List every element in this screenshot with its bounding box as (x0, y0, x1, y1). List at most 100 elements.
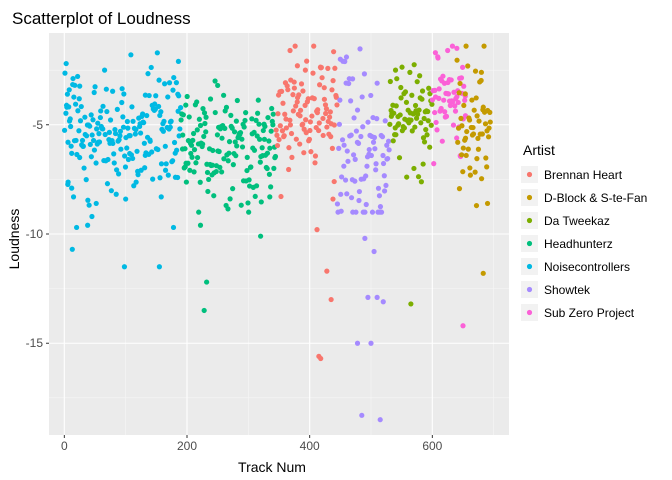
data-point (300, 121, 306, 127)
data-point (461, 83, 467, 89)
data-point (115, 171, 122, 177)
data-point (348, 98, 354, 104)
data-point (132, 131, 138, 137)
data-point (356, 197, 362, 204)
data-point (449, 43, 456, 49)
data-point (307, 119, 313, 125)
data-point (231, 129, 238, 135)
data-point (87, 141, 93, 148)
data-point (65, 179, 71, 185)
data-point (285, 87, 291, 93)
data-point (480, 104, 486, 110)
data-point (189, 154, 195, 160)
data-point (183, 102, 189, 108)
data-point (171, 74, 177, 81)
data-point (427, 144, 433, 150)
data-point (469, 97, 475, 103)
data-point (134, 148, 140, 154)
data-point (156, 103, 162, 110)
data-point (167, 124, 173, 130)
data-point (423, 127, 429, 133)
data-point (355, 140, 362, 146)
data-point (465, 146, 471, 152)
data-point (426, 85, 432, 91)
data-point (118, 146, 124, 152)
data-point (323, 110, 329, 117)
data-point (96, 131, 102, 137)
data-point (298, 81, 305, 87)
data-point (397, 112, 403, 118)
data-point (258, 233, 264, 239)
data-point (383, 182, 389, 189)
data-point (380, 299, 386, 305)
data-point (213, 168, 219, 175)
data-point (227, 196, 233, 202)
data-point (177, 126, 183, 132)
data-point (350, 76, 356, 82)
data-point (339, 174, 345, 180)
data-point (155, 146, 161, 153)
y-tick-label: -10 (26, 227, 44, 241)
data-point (156, 264, 162, 270)
data-point (432, 50, 438, 56)
data-point (373, 161, 379, 167)
chart-title: Scatterplot of Loudness (12, 9, 191, 28)
data-point (219, 169, 225, 175)
data-point (251, 147, 258, 153)
data-point (201, 110, 208, 116)
data-point (193, 160, 199, 166)
data-point (215, 82, 221, 89)
data-point (106, 129, 112, 135)
data-point (360, 124, 366, 130)
data-point (104, 108, 110, 115)
data-point (352, 178, 358, 184)
data-point (276, 136, 282, 143)
data-point (297, 113, 303, 119)
data-point (420, 135, 427, 141)
data-point (197, 222, 204, 228)
data-point (66, 87, 72, 93)
data-point (267, 145, 273, 151)
data-point (61, 127, 68, 133)
data-point (458, 75, 465, 81)
data-point (438, 105, 444, 112)
data-point (372, 146, 378, 152)
data-point (170, 224, 177, 231)
data-point (127, 132, 133, 139)
data-point (454, 45, 460, 51)
data-point (353, 209, 359, 215)
data-point (258, 199, 264, 205)
data-point (363, 201, 369, 208)
data-point (300, 88, 306, 94)
data-point (374, 80, 380, 86)
data-point (296, 92, 302, 98)
data-point (484, 200, 491, 207)
plot-panel (49, 33, 509, 435)
data-point (409, 128, 415, 134)
data-point (458, 115, 464, 121)
data-point (248, 164, 254, 170)
data-point (187, 167, 193, 173)
data-point (175, 108, 181, 114)
data-point (204, 279, 210, 285)
data-point (162, 81, 168, 87)
data-point (180, 132, 186, 138)
data-point (441, 97, 447, 103)
data-point (173, 80, 180, 86)
data-point (286, 166, 292, 173)
data-point (371, 134, 378, 141)
data-point (286, 145, 292, 151)
data-point (475, 135, 481, 141)
data-point (465, 63, 471, 69)
data-point (473, 95, 479, 101)
data-point (103, 86, 109, 92)
legend-label: Sub Zero Project (544, 306, 635, 320)
data-point (459, 152, 465, 158)
x-tick-label: 200 (177, 439, 197, 453)
data-point (197, 179, 203, 185)
data-point (116, 137, 122, 143)
data-point (328, 296, 334, 303)
data-point (194, 127, 200, 133)
data-point (70, 75, 76, 82)
